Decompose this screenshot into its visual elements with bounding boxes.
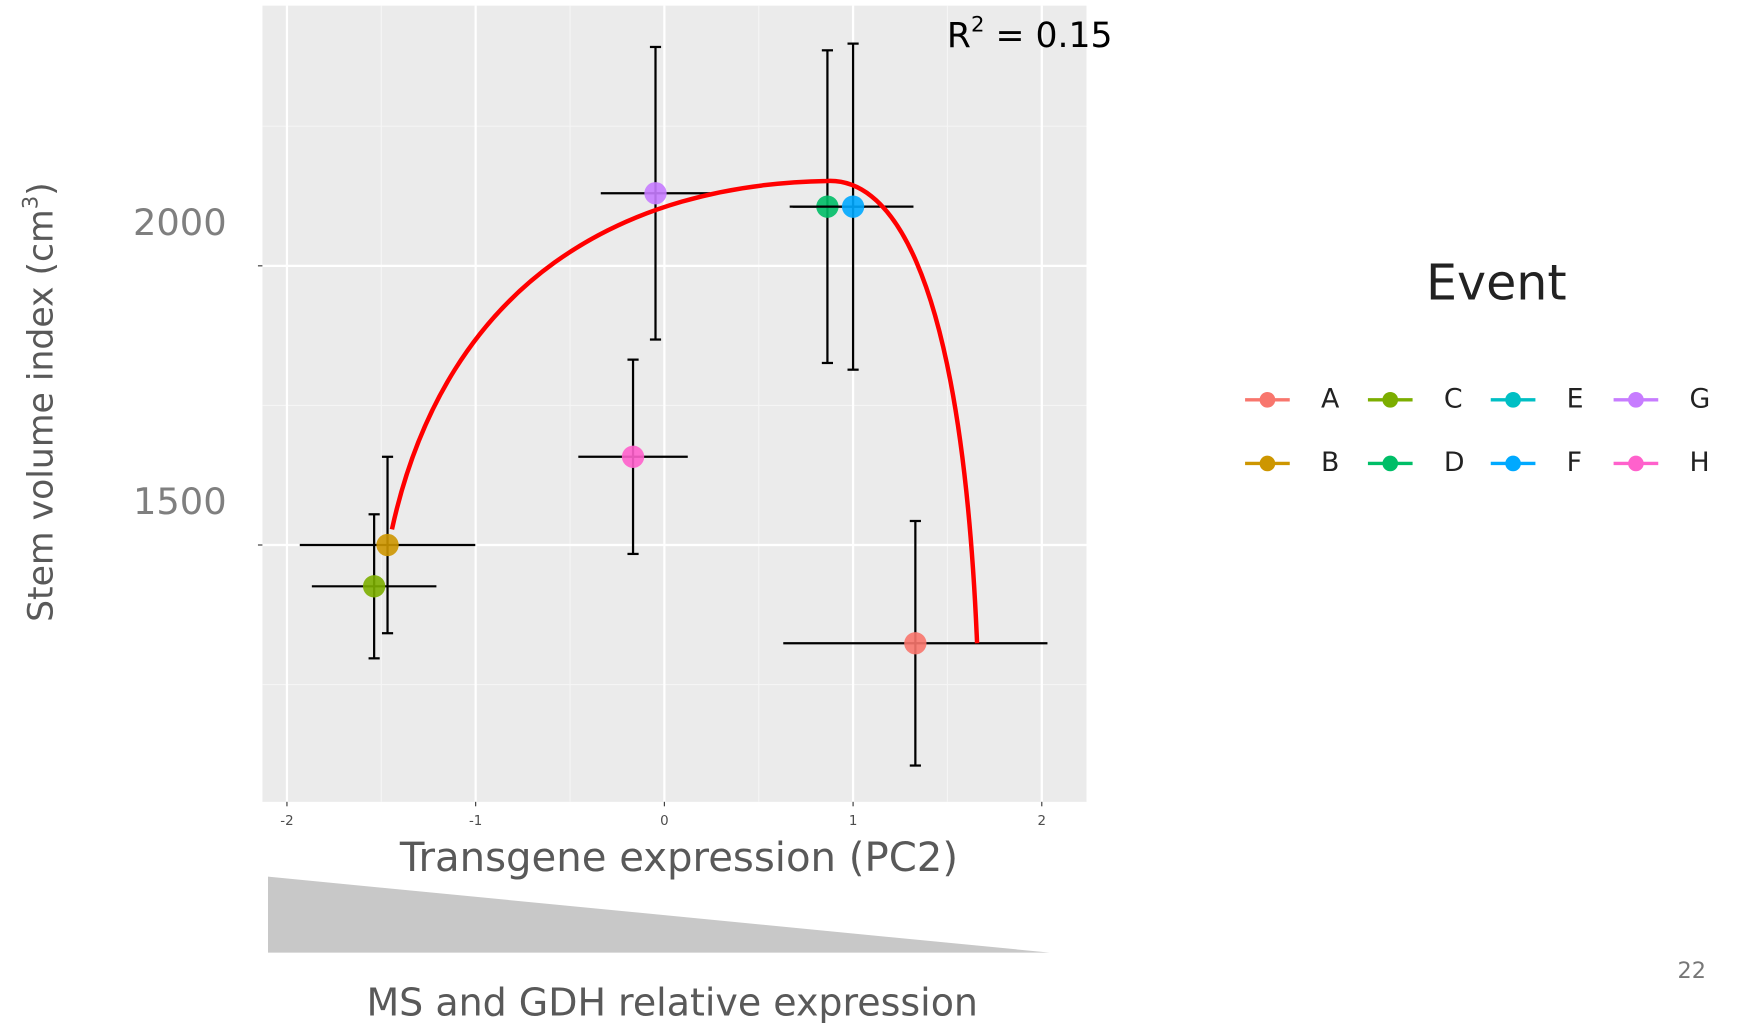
legend-title: Event: [1426, 253, 1567, 311]
page-number: 22: [1678, 958, 1706, 984]
legend-key: [1382, 392, 1399, 408]
x-tick-label: -2: [280, 814, 293, 829]
legend-label: B: [1321, 447, 1339, 478]
legend-key: [1382, 455, 1399, 472]
gradient-wedge: [268, 876, 1050, 953]
legend-label: H: [1690, 447, 1710, 478]
legend-key: [1505, 455, 1521, 472]
y-tick-label: 2000: [133, 201, 227, 244]
legend-label: C: [1444, 383, 1463, 414]
point: [904, 632, 927, 655]
fit-curve: [389, 178, 980, 644]
x-tick-label: -1: [469, 814, 482, 829]
legend-key: [1259, 392, 1276, 408]
legend-label: D: [1444, 447, 1465, 478]
legend-key: [1628, 392, 1644, 408]
point: [644, 182, 667, 205]
point: [362, 575, 386, 598]
legend-key: [1505, 392, 1521, 408]
gradient-label: MS and GDH relative expression: [366, 981, 978, 1023]
legend-label: G: [1690, 383, 1711, 414]
y-tick-label: 1500: [133, 480, 227, 523]
x-tick-label: 2: [1038, 814, 1047, 829]
x-tick-label: 1: [849, 814, 858, 829]
legend-label: E: [1567, 383, 1584, 414]
point: [376, 533, 399, 557]
plot-panel: [262, 5, 1087, 802]
x-tick-label: 0: [660, 814, 669, 829]
legend-label: A: [1321, 383, 1340, 414]
legend-key: [1628, 455, 1644, 472]
legend-label: F: [1567, 447, 1582, 478]
y-axis-title: Stem volume index (cm3): [18, 182, 61, 622]
x-axis-title: Transgene expression (PC2): [399, 835, 958, 881]
point: [841, 195, 865, 218]
legend-key: [1259, 455, 1276, 472]
point: [621, 445, 645, 468]
r-squared: R2 = 0.15: [947, 13, 1113, 56]
